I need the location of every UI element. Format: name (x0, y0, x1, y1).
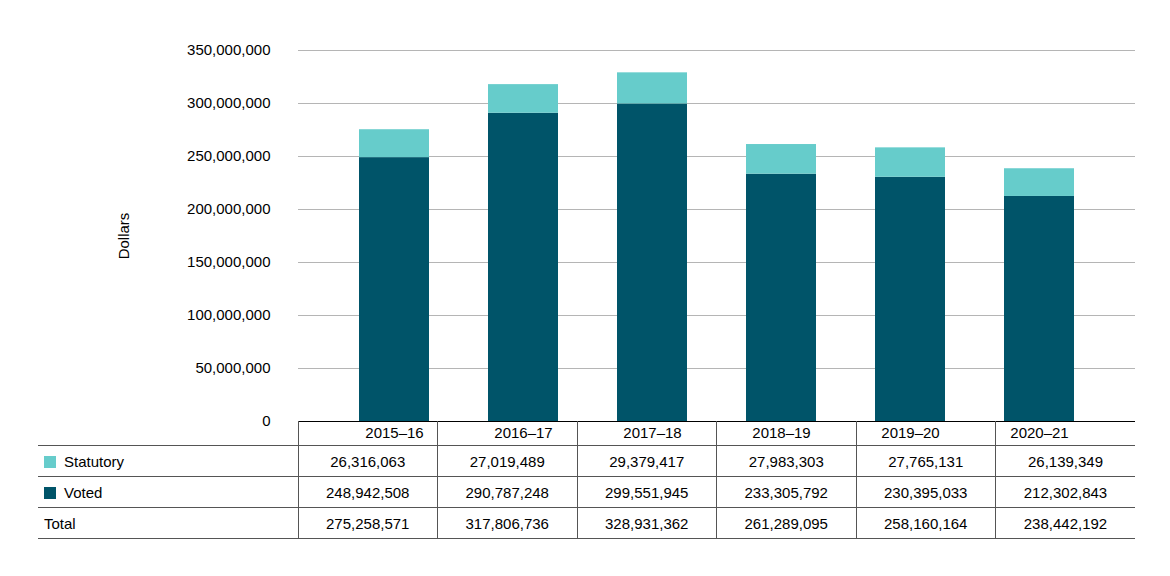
html-text:317,806,736: 317,806,736 (465, 514, 549, 532)
svg-text:150,000,000: 150,000,000 (187, 253, 270, 270)
html-text:27,765,131: 27,765,131 (888, 452, 964, 470)
html-text:299,551,945: 299,551,945 (605, 483, 689, 501)
svg-text:350,000,000: 350,000,000 (187, 41, 270, 58)
html-text:26,316,063: 26,316,063 (330, 452, 406, 470)
html-text:230,395,033: 230,395,033 (884, 483, 968, 501)
html-text:Voted: Voted (64, 483, 103, 501)
svg-text:300,000,000: 300,000,000 (187, 94, 270, 111)
html-text:Total: Total (44, 514, 76, 532)
html-text:258,160,164: 258,160,164 (884, 514, 968, 532)
html-text:248,942,508: 248,942,508 (326, 483, 410, 501)
svg-text:Dollars: Dollars (115, 213, 132, 260)
svg-text:200,000,000: 200,000,000 (187, 200, 270, 217)
html-text:233,305,792: 233,305,792 (744, 483, 828, 501)
svg-text:2015–16: 2015–16 (365, 424, 423, 441)
svg-text:2016–17: 2016–17 (494, 424, 552, 441)
html-text:238,442,192: 238,442,192 (1023, 514, 1108, 532)
html-text:29,379,417: 29,379,417 (609, 452, 685, 470)
html-text:328,931,362: 328,931,362 (605, 514, 689, 532)
svg-text:0: 0 (262, 412, 271, 430)
html-text:27,983,303: 27,983,303 (748, 452, 824, 470)
html-text:Statutory: Statutory (64, 452, 124, 470)
svg-text:2018–19: 2018–19 (752, 424, 810, 441)
svg-text:100,000,000: 100,000,000 (187, 306, 270, 323)
html-text:212,302,843: 212,302,843 (1023, 483, 1108, 501)
html-text:27,019,489: 27,019,489 (469, 452, 545, 470)
html-text:26,139,349: 26,139,349 (1028, 452, 1103, 470)
svg-text:250,000,000: 250,000,000 (187, 147, 270, 164)
html-text:290,787,248: 290,787,248 (465, 483, 549, 501)
html-text:261,289,095: 261,289,095 (744, 514, 828, 532)
svg-text:50,000,000: 50,000,000 (195, 359, 270, 376)
svg-text:2020–21: 2020–21 (1010, 424, 1068, 441)
html-text:275,258,571: 275,258,571 (326, 514, 410, 532)
svg-text:2017–18: 2017–18 (623, 424, 681, 441)
svg-text:2019–20: 2019–20 (881, 424, 939, 441)
